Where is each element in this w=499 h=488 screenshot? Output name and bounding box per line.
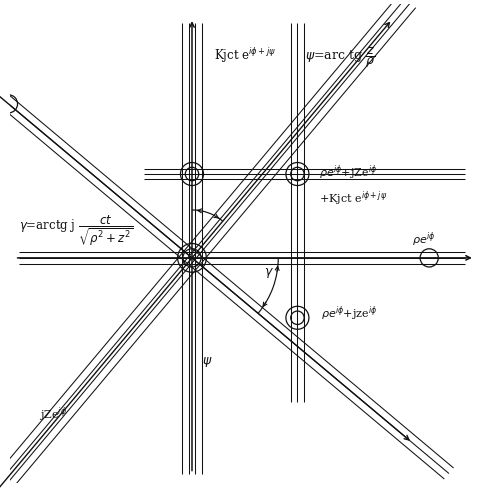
Text: jZe$^{i\phi}$: jZe$^{i\phi}$ bbox=[38, 405, 66, 423]
Text: $\gamma$=arctg j $\dfrac{ct}{\sqrt{\rho^2+z^2}}$: $\gamma$=arctg j $\dfrac{ct}{\sqrt{\rho^… bbox=[19, 212, 134, 247]
Text: +Kjct e$^{i\phi+j\psi}$: +Kjct e$^{i\phi+j\psi}$ bbox=[319, 189, 387, 208]
Text: $\gamma$: $\gamma$ bbox=[264, 265, 274, 280]
Text: $\rho e^{i\phi}$: $\rho e^{i\phi}$ bbox=[413, 230, 436, 248]
Text: $\rho e^{i\phi}$+jze$^{i\phi}$: $\rho e^{i\phi}$+jze$^{i\phi}$ bbox=[321, 304, 378, 323]
Text: $\rho e^{i\phi}$+jZe$^{i\phi}$: $\rho e^{i\phi}$+jZe$^{i\phi}$ bbox=[319, 163, 377, 182]
Text: $\psi$=arc tg $\dfrac{z}{\rho}$: $\psi$=arc tg $\dfrac{z}{\rho}$ bbox=[304, 45, 375, 70]
Text: Kjct e$^{i\phi+j\psi}$: Kjct e$^{i\phi+j\psi}$ bbox=[214, 46, 276, 64]
Text: $\psi$: $\psi$ bbox=[202, 354, 212, 368]
